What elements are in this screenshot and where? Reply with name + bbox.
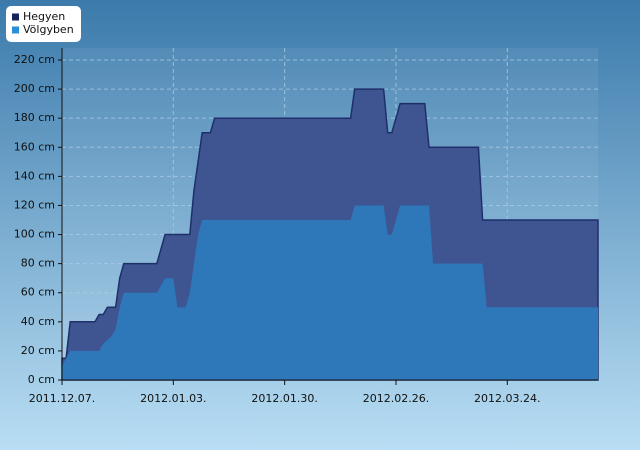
x-tick-label: 2011.12.07. — [29, 392, 95, 405]
area — [62, 205, 598, 380]
legend-box — [6, 6, 81, 42]
y-tick-label: 160 cm — [14, 140, 55, 153]
y-tick-label: 0 cm — [28, 373, 55, 386]
y-tick-label: 200 cm — [14, 82, 55, 95]
y-tick-label: 120 cm — [14, 198, 55, 211]
y-tick-label: 220 cm — [14, 53, 55, 66]
y-tick-label: 100 cm — [14, 228, 55, 241]
x-tick-label: 2012.03.24. — [474, 392, 540, 405]
y-tick-label: 60 cm — [21, 286, 55, 299]
legend-swatch — [12, 26, 19, 34]
legend-label: Hegyen — [23, 10, 65, 23]
y-tick-label: 180 cm — [14, 111, 55, 124]
y-tick-label: 80 cm — [21, 257, 55, 270]
legend-label: Völgyben — [23, 23, 74, 36]
x-tick-label: 2012.01.30. — [251, 392, 317, 405]
y-tick-label: 40 cm — [21, 315, 55, 328]
legend-swatch — [12, 13, 19, 21]
x-tick-label: 2012.02.26. — [363, 392, 429, 405]
y-tick-label: 20 cm — [21, 344, 55, 357]
x-tick-label: 2012.01.03. — [140, 392, 206, 405]
y-tick-label: 140 cm — [14, 169, 55, 182]
